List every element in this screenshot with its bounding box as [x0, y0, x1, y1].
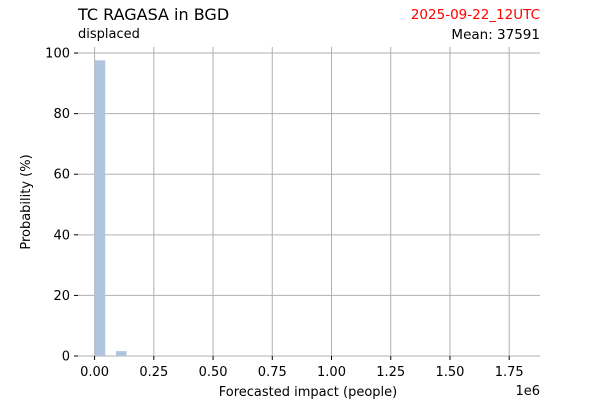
x-tick-label: 0.25: [139, 365, 168, 380]
forecast-date: 2025-09-22_12UTC: [410, 7, 540, 23]
x-tick-label: 1.25: [376, 365, 405, 380]
x-tick-label: 1.50: [435, 365, 464, 380]
histogram-bar: [94, 60, 106, 357]
x-tick-label: 1.00: [317, 365, 346, 380]
y-tick-label: 60: [53, 168, 70, 183]
x-tick-label: 1.75: [495, 365, 524, 380]
y-tick-label: 80: [53, 107, 70, 122]
x-axis-label: Forecasted impact (people): [219, 385, 397, 400]
chart-subtitle: displaced: [78, 27, 140, 42]
x-axis-offset-label: 1e6: [515, 384, 540, 399]
ticks: 0.00 0.25 0.50 0.75 1.00 1.25 1.50 1.75 0 20 40 60 8…: [45, 47, 524, 380]
histogram-bar: [115, 351, 127, 356]
y-axis-label: Probability (%): [19, 154, 34, 249]
x-tick-label: 0.00: [80, 365, 109, 380]
chart-title: TC RAGASA in BGD: [78, 5, 230, 24]
x-tick-label: 0.75: [258, 365, 287, 380]
y-tick-label: 100: [45, 47, 70, 62]
grid-lines: [78, 47, 540, 357]
y-tick-label: 20: [53, 289, 70, 304]
x-tick-label: 0.50: [199, 365, 228, 380]
y-tick-label: 0: [62, 350, 70, 365]
y-tick-label: 40: [53, 228, 70, 243]
mean-value: Mean: 37591: [451, 27, 540, 43]
bars: [94, 60, 127, 357]
